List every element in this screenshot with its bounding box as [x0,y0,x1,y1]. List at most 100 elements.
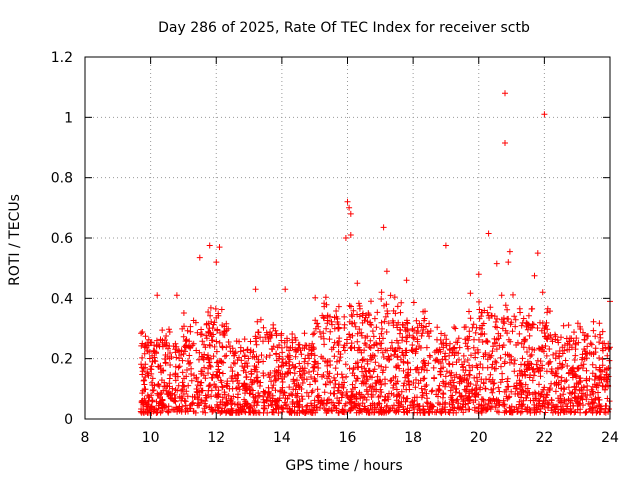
data-point [236,354,242,361]
data-point [599,328,606,335]
data-point [566,338,572,345]
data-point [544,309,551,316]
data-point [242,385,249,392]
data-point [343,340,350,347]
data-point [534,250,541,257]
data-point [577,375,584,382]
data-point [182,407,189,414]
data-point [335,303,342,310]
data-point [469,364,476,371]
data-point [167,371,174,378]
data-point [334,358,340,365]
data-point [192,319,199,326]
data-point [188,377,195,384]
x-tick-label: 16 [339,430,357,446]
data-point [380,354,387,360]
data-point [150,387,157,393]
data-point [461,324,468,331]
data-point [212,383,219,390]
data-point [165,391,172,398]
data-point [219,370,226,377]
data-point [283,401,290,408]
data-point [402,328,409,335]
data-point [343,389,350,395]
data-point [166,329,173,335]
data-point [561,386,568,393]
data-point [349,370,356,377]
data-point [479,364,486,371]
data-point [476,306,483,313]
data-point [530,321,537,328]
data-point [285,370,292,377]
data-point [281,374,288,380]
data-point [324,359,330,366]
data-point [355,344,362,351]
data-point [202,403,209,410]
data-point [172,371,179,378]
data-point [364,318,371,325]
data-point [548,368,555,375]
data-point [339,374,346,381]
data-point [145,336,152,343]
data-point [290,376,297,383]
data-point [451,344,458,351]
data-point [176,348,183,355]
data-point [140,409,147,416]
data-point [165,345,171,352]
data-point [201,351,208,358]
data-point [185,358,191,364]
data-point [175,364,182,371]
data-point [566,346,573,353]
data-point [424,328,431,335]
data-point [557,392,564,399]
data-point [282,360,289,367]
data-point [208,337,215,344]
data-point [590,327,597,334]
data-point [392,310,399,317]
data-point [346,204,353,211]
data-point [139,390,146,397]
data-point [317,405,323,411]
data-point [311,358,318,365]
data-point [227,397,234,404]
data-point [193,388,200,395]
data-point [196,349,203,356]
data-point [440,344,447,351]
data-point [243,386,250,393]
data-point [334,319,341,325]
data-point [404,320,411,327]
data-point [532,390,539,397]
data-point [210,353,217,360]
data-point [211,319,218,326]
data-point [449,349,456,356]
data-point [229,368,236,375]
data-point [484,339,491,345]
data-point [541,111,548,118]
data-point [544,305,551,312]
data-point [491,313,498,320]
data-point [580,390,586,397]
data-point [214,373,221,380]
x-tick-label: 12 [207,430,225,446]
data-point [565,384,572,391]
data-point [407,366,414,373]
data-point [425,360,432,367]
data-point [542,333,549,340]
data-point [232,360,238,367]
data-point [399,349,406,356]
data-point [571,394,578,401]
data-point [323,301,330,308]
data-point [596,374,603,381]
data-point [535,345,542,352]
data-point [531,369,538,375]
data-point [327,362,334,368]
data-point [397,309,404,316]
data-point [213,372,220,378]
data-point [196,254,203,261]
data-point [216,244,223,251]
data-point [364,407,371,414]
data-point [487,304,494,311]
data-point [443,342,450,349]
data-point [370,333,377,340]
